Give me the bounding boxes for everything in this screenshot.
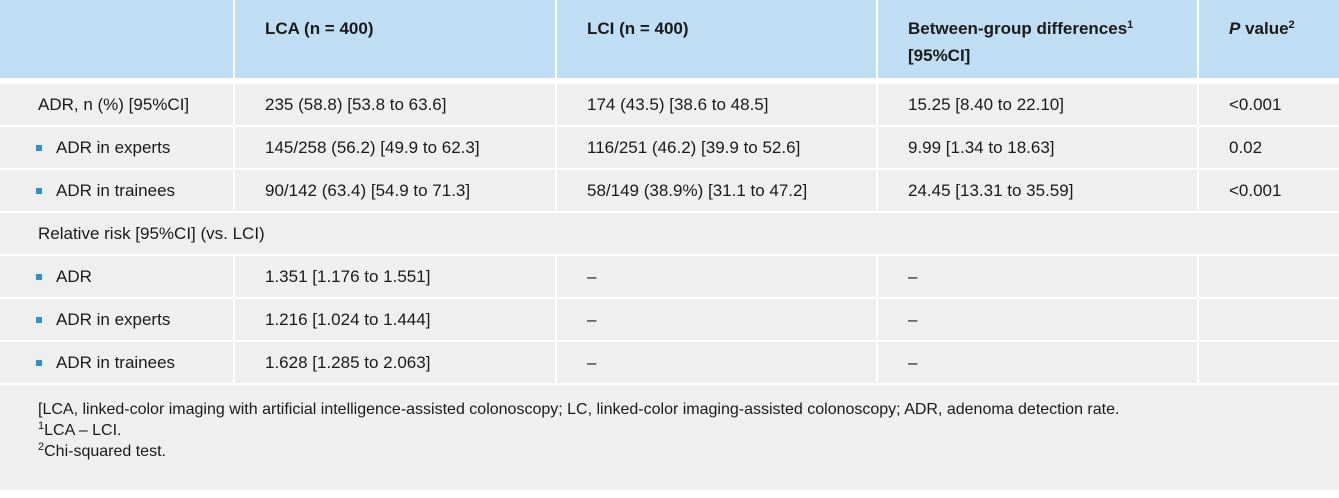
table-cell: 116/251 (46.2) [39.9 to 52.6]	[557, 127, 876, 168]
table-cell: 58/149 (38.9%) [31.1 to 47.2]	[557, 170, 876, 211]
header-italic: P	[1229, 19, 1241, 38]
table-cell: 0.02	[1199, 127, 1339, 168]
bullet	[36, 187, 42, 194]
label-text: Relative risk [95%CI] (vs. LCI)	[38, 223, 265, 243]
row-label: ADR in trainees	[0, 170, 233, 211]
cell-text: –	[587, 352, 597, 372]
table-cell: –	[557, 342, 876, 383]
label-text: ADR in experts	[56, 137, 171, 157]
table-cell: <0.001	[1199, 84, 1339, 125]
cell-text: –	[587, 266, 597, 286]
header-text: Between-group differences	[908, 19, 1128, 38]
footnotes: [LCA, linked-color imaging with artifici…	[0, 385, 1339, 490]
table-cell: <0.001	[1199, 170, 1339, 211]
table-cell: 1.351 [1.176 to 1.551]	[235, 256, 555, 297]
row-label: ADR	[0, 256, 233, 297]
header-text: value	[1240, 19, 1289, 38]
label-text: ADR	[56, 266, 92, 286]
footnote: [LCA, linked-color imaging with artifici…	[38, 399, 1339, 420]
footnote-text: LCA – LCI.	[44, 422, 122, 439]
cell-text: 174 (43.5) [38.6 to 48.5]	[587, 94, 769, 114]
cell-text: 58/149 (38.9%) [31.1 to 47.2]	[587, 180, 808, 200]
cell-text: 15.25 [8.40 to 22.10]	[908, 94, 1064, 114]
cell-text: –	[908, 309, 918, 329]
cell-text: –	[908, 352, 918, 372]
table-cell	[1199, 299, 1339, 340]
footnote-mark: 2	[38, 441, 45, 453]
table-cell: 235 (58.8) [53.8 to 63.6]	[235, 84, 555, 125]
cell-text: –	[908, 266, 918, 286]
header-cell: Between-group differences1 [95%CI]	[878, 0, 1197, 78]
table-cell: –	[878, 256, 1197, 297]
label-text: ADR, n (%) [95%CI]	[38, 94, 190, 114]
header-cell: LCI (n = 400)	[557, 0, 876, 78]
cell-text: 145/258 (56.2) [49.9 to 62.3]	[265, 137, 480, 157]
cell-text: <0.001	[1229, 180, 1282, 200]
row-label: Relative risk [95%CI] (vs. LCI)	[0, 213, 1339, 254]
footnote: 2Chi-squared test.	[38, 441, 1339, 462]
table-cell: –	[878, 342, 1197, 383]
row-label: ADR in experts	[0, 127, 233, 168]
table-cell: –	[557, 299, 876, 340]
footnote-mark: 1	[1127, 19, 1134, 31]
table-cell: 9.99 [1.34 to 18.63]	[878, 127, 1197, 168]
table-cell	[1199, 342, 1339, 383]
footnote-mark: 2	[1288, 19, 1295, 31]
bullet	[36, 359, 42, 366]
header-text: LCA (n = 400)	[265, 19, 374, 38]
bullet	[36, 144, 42, 151]
table-cell: 1.628 [1.285 to 2.063]	[235, 342, 555, 383]
table-cell: 1.216 [1.024 to 1.444]	[235, 299, 555, 340]
header-cell: P value2	[1199, 0, 1339, 78]
cell-text: –	[587, 309, 597, 329]
cell-text: 235 (58.8) [53.8 to 63.6]	[265, 94, 447, 114]
header-text: [95%CI]	[908, 46, 971, 65]
table-cell: –	[878, 299, 1197, 340]
cell-text: 1.351 [1.176 to 1.551]	[265, 266, 431, 286]
header-cell: LCA (n = 400)	[235, 0, 555, 78]
cell-text: 1.628 [1.285 to 2.063]	[265, 352, 431, 372]
bullet	[36, 273, 42, 280]
bullet	[36, 316, 42, 323]
footnote-mark: 1	[38, 420, 45, 432]
footnote-text: Chi-squared test.	[44, 443, 166, 460]
table-cell: 15.25 [8.40 to 22.10]	[878, 84, 1197, 125]
header-cell	[0, 0, 233, 78]
footnote: 1LCA – LCI.	[38, 420, 1339, 441]
cell-text: 1.216 [1.024 to 1.444]	[265, 309, 431, 329]
header-text: LCI (n = 400)	[587, 19, 689, 38]
cell-text: <0.001	[1229, 94, 1282, 114]
label-text: ADR in trainees	[56, 180, 176, 200]
table-cell: 145/258 (56.2) [49.9 to 62.3]	[235, 127, 555, 168]
table-cell	[1199, 256, 1339, 297]
cell-text: 116/251 (46.2) [39.9 to 52.6]	[587, 137, 801, 157]
table-cell: 24.45 [13.31 to 35.59]	[878, 170, 1197, 211]
label-text: ADR in trainees	[56, 352, 176, 372]
row-label: ADR, n (%) [95%CI]	[0, 84, 233, 125]
cell-text: 90/142 (63.4) [54.9 to 71.3]	[265, 180, 471, 200]
cell-text: 0.02	[1229, 137, 1263, 157]
row-label: ADR in trainees	[0, 342, 233, 383]
row-label: ADR in experts	[0, 299, 233, 340]
table-cell: 174 (43.5) [38.6 to 48.5]	[557, 84, 876, 125]
table-cell: –	[557, 256, 876, 297]
label-text: ADR in experts	[56, 309, 171, 329]
cell-text: 9.99 [1.34 to 18.63]	[908, 137, 1055, 157]
footnote-text: [LCA, linked-color imaging with artifici…	[38, 401, 1120, 418]
table-cell: 90/142 (63.4) [54.9 to 71.3]	[235, 170, 555, 211]
cell-text: 24.45 [13.31 to 35.59]	[908, 180, 1074, 200]
